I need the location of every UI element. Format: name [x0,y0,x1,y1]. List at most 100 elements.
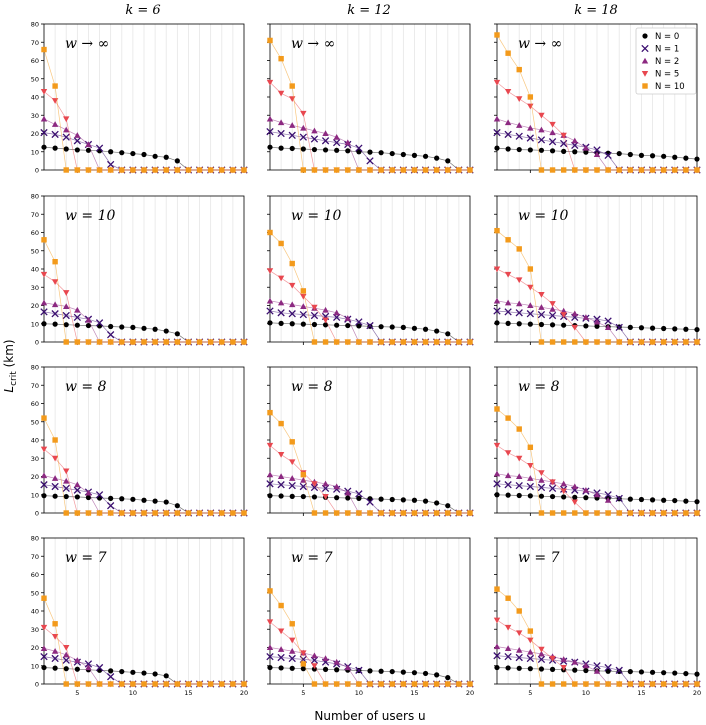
data-point [515,653,523,662]
y-tick-label: 0 [35,167,39,175]
data-point [367,339,373,345]
data-point [107,502,115,510]
data-point [289,260,295,267]
data-point [41,415,47,421]
data-point [583,667,589,674]
data-point [185,339,192,345]
data-point [411,167,418,173]
data-point [582,486,590,493]
data-point [74,167,81,173]
data-point [310,311,319,320]
data-point [241,339,247,345]
data-point [638,681,645,687]
data-point [493,266,501,273]
data-point [288,131,296,139]
data-point [278,665,284,671]
data-point [638,510,645,516]
data-point [267,320,273,326]
data-point [322,167,329,173]
y-tick-label: 50 [31,589,39,597]
data-point [549,339,556,345]
data-point [277,646,285,652]
legend: N = 0 N = 1 N = 2 N = 5 N = 10 [635,27,697,95]
data-point [434,328,440,334]
x-tick-label: 15 [184,689,192,697]
data-point [355,666,363,674]
panel-r1-c0: 0 10 20 30 40 50 60 70 80 w = 10 [31,193,248,347]
data-point [493,470,501,477]
data-point [694,499,700,505]
data-point [538,291,545,298]
panel-r3-c0: 0 10 20 30 40 50 60 70 80 5 10 15 20 w = 7 [31,535,248,698]
data-point [527,124,534,131]
legend-box [635,27,697,95]
y-axis-label: Lcrit (km) [2,339,19,392]
data-point [515,309,523,317]
data-point [52,321,58,327]
data-point [333,167,340,173]
data-point [277,119,285,126]
data-point [321,137,330,145]
column-title-k18: k = 18 [574,3,618,18]
data-point [604,324,612,330]
data-point [571,499,578,506]
data-point [63,116,70,123]
data-point [277,481,285,489]
data-point [289,493,295,499]
data-point [51,654,59,663]
data-point [560,488,567,495]
data-point [560,132,567,139]
data-point [672,681,678,687]
data-point [505,237,511,243]
data-point [456,339,462,345]
data-point [504,88,512,95]
data-point [289,122,296,128]
data-point [333,133,340,140]
data-point [119,167,125,173]
data-point [95,144,104,152]
data-point [400,669,406,675]
data-point [63,339,69,345]
data-point [494,406,500,412]
data-point [334,495,340,501]
data-point [289,475,296,481]
data-point [594,681,600,687]
data-point [660,339,667,345]
data-point [493,480,501,488]
data-point [63,303,70,309]
data-point [185,681,192,687]
data-point [152,510,158,516]
data-point [141,497,147,503]
data-point [694,326,700,333]
data-point [649,669,656,675]
data-point [345,495,351,501]
data-point [73,486,81,494]
data-point [344,489,351,496]
data-point [141,325,147,331]
data-point [74,322,80,328]
data-point [560,339,567,345]
data-point [107,510,114,516]
data-point [130,510,136,516]
data-point [311,510,318,516]
panel-w-label: w = 8 [291,379,333,395]
data-point [119,681,125,687]
data-point [174,331,180,337]
data-point [537,136,546,144]
data-point [119,150,125,156]
data-point [108,149,114,155]
data-point [40,88,48,95]
data-point [504,481,512,489]
x-tick-label: 20 [693,689,701,697]
data-point [311,494,318,500]
data-point [40,481,48,489]
data-point [266,644,274,651]
data-point [683,167,689,173]
data-point [51,455,59,462]
data-point [649,325,656,331]
data-point [516,647,523,653]
data-point [63,468,70,475]
y-tick-label: 0 [35,510,39,518]
data-point [63,493,69,500]
data-point [356,495,362,501]
